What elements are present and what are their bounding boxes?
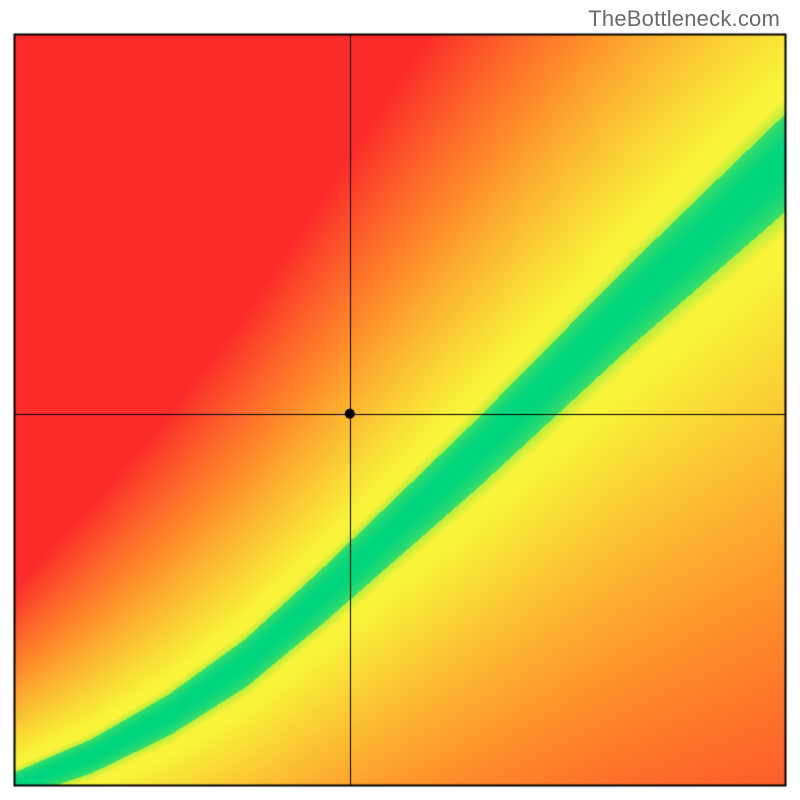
heatmap-canvas — [0, 0, 800, 800]
heatmap-container: TheBottleneck.com — [0, 0, 800, 800]
watermark-text: TheBottleneck.com — [588, 6, 780, 32]
